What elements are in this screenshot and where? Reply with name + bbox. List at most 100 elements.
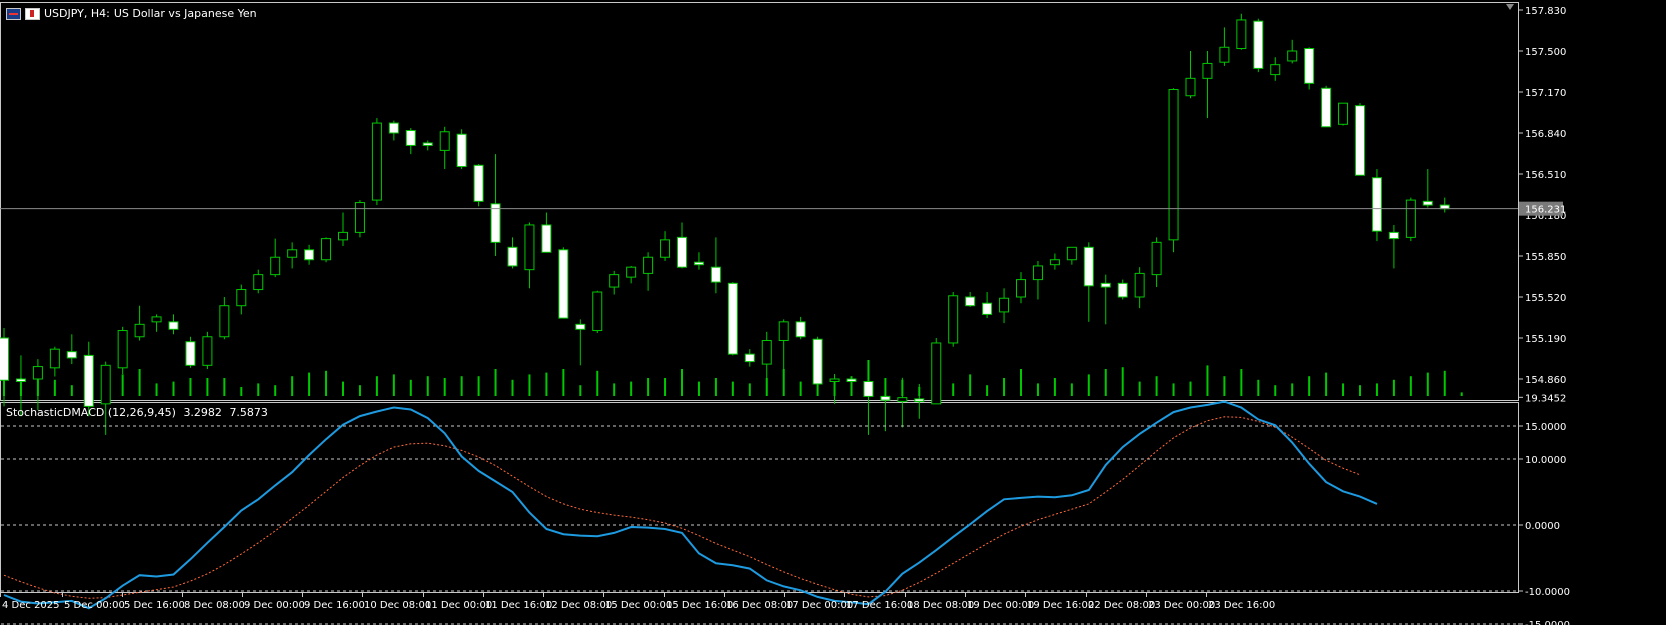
time-axis-label: 18 Dec 08:00 — [907, 600, 974, 611]
time-axis-label: 19 Dec 16:00 — [1027, 600, 1094, 611]
bull-candle — [151, 316, 162, 323]
bull-candle — [1151, 241, 1162, 276]
bull-candle — [439, 131, 450, 151]
price-axis-label: 156.180 — [1525, 211, 1566, 222]
indicator-label: StochasticDMACD (12,26,9,45) 3.2982 7.58… — [6, 406, 272, 419]
bull-candle — [1049, 259, 1060, 266]
time-axis-label: 19 Dec 00:00 — [967, 600, 1034, 611]
bull-candle — [287, 249, 298, 258]
bear-candle — [490, 203, 501, 243]
bear-candle — [1422, 200, 1433, 206]
price-axis-label: 155.520 — [1525, 293, 1566, 304]
bear-candle — [1388, 231, 1399, 240]
bull-candle — [1016, 279, 1026, 298]
time-axis-label: 9 Dec 00:00 — [244, 600, 305, 611]
time-axis-label: 16 Dec 08:00 — [726, 600, 793, 611]
bull-candle — [931, 342, 942, 405]
time-axis-label: 17 Dec 16:00 — [846, 600, 913, 611]
price-axis-label: 155.190 — [1525, 334, 1566, 345]
bear-candle — [744, 353, 755, 363]
bear-candle — [880, 395, 891, 401]
bull-candle — [32, 366, 43, 380]
bear-candle — [66, 351, 77, 359]
bull-candle — [761, 339, 772, 365]
price-panel-frame — [0, 2, 1519, 401]
bull-candle — [1287, 50, 1298, 62]
time-axis-label: 11 Dec 00:00 — [425, 600, 492, 611]
time-axis-label: 8 Dec 08:00 — [184, 600, 245, 611]
bear-candle — [0, 337, 9, 381]
bull-candle — [117, 330, 128, 369]
time-axis-label: 4 Dec 2025 — [2, 600, 60, 611]
indicator-axis-label: 10.0000 — [1525, 455, 1566, 466]
bull-candle — [49, 348, 60, 369]
time-axis-label: 5 Dec 00:00 — [64, 600, 125, 611]
price-axis-label: 156.840 — [1525, 129, 1566, 140]
bull-candle — [999, 297, 1010, 313]
price-axis-label: 154.860 — [1525, 375, 1566, 386]
flag-icon — [6, 7, 21, 20]
bull-candle — [270, 256, 281, 276]
bear-candle — [1304, 48, 1315, 84]
bear-candle — [914, 398, 925, 402]
bull-candle — [1134, 272, 1145, 298]
bull-candle — [100, 364, 111, 405]
indicator-value-2: 7.5873 — [229, 406, 268, 419]
bull-candle — [1338, 102, 1349, 125]
bear-candle — [727, 282, 738, 355]
bull-candle — [236, 289, 247, 307]
bear-candle — [795, 321, 806, 338]
bear-candle — [1371, 177, 1382, 232]
bear-candle — [1253, 20, 1264, 69]
bull-candle — [1168, 89, 1179, 241]
indicator-axis-label: 19.3452 — [1525, 393, 1566, 404]
indicator-name: StochasticDMACD (12,26,9,45) — [6, 406, 176, 419]
time-axis-label: 10 Dec 08:00 — [364, 600, 431, 611]
bull-candle — [1066, 246, 1077, 261]
time-axis-label: 17 Dec 00:00 — [786, 600, 853, 611]
bear-candle — [1083, 246, 1094, 287]
bull-candle — [1270, 64, 1281, 76]
time-axis-label: 15 Dec 16:00 — [666, 600, 733, 611]
bear-candle — [456, 133, 467, 168]
indicator-axis-label: 0.0000 — [1525, 521, 1560, 532]
symbol-description: US Dollar vs Japanese Yen — [113, 7, 257, 20]
time-axis-label: 12 Dec 08:00 — [545, 600, 612, 611]
bull-candle — [609, 274, 620, 288]
price-axis-label: 155.850 — [1525, 252, 1566, 263]
current-price-tag — [1519, 201, 1563, 216]
bear-candle — [83, 354, 94, 407]
bear-candle — [693, 261, 704, 266]
shift-marker-icon — [1506, 4, 1514, 10]
bull-candle — [643, 256, 654, 274]
bull-candle — [354, 202, 365, 233]
time-axis-label: 23 Dec 16:00 — [1208, 600, 1275, 611]
indicator-axis-label: 15.0000 — [1525, 422, 1566, 433]
bull-candle — [371, 122, 382, 201]
bull-candle — [253, 274, 264, 291]
bear-candle — [541, 224, 552, 253]
bull-candle — [202, 336, 213, 366]
time-axis-label: 15 Dec 00:00 — [605, 600, 672, 611]
bull-candle — [321, 238, 332, 261]
time-axis-label: 22 Dec 08:00 — [1088, 600, 1155, 611]
bear-candle — [710, 266, 721, 283]
bull-candle — [1236, 19, 1247, 50]
bull-candle — [134, 323, 145, 338]
price-axis-label: 157.830 — [1525, 6, 1566, 17]
flag-icon — [25, 7, 40, 20]
bull-candle — [592, 291, 603, 332]
bear-candle — [168, 321, 179, 330]
indicator-axis-label: -15.0000 — [1525, 620, 1570, 625]
bull-candle — [1405, 199, 1416, 238]
bear-candle — [388, 122, 399, 134]
indicator-axis-label: -10.0000 — [1525, 587, 1570, 598]
bull-candle — [1219, 46, 1230, 63]
bear-candle — [405, 130, 416, 146]
bull-candle — [1032, 265, 1043, 281]
bear-candle — [863, 380, 874, 397]
price-axis-label: 157.170 — [1525, 88, 1566, 99]
bear-candle — [1117, 282, 1128, 298]
bull-candle — [219, 305, 230, 338]
